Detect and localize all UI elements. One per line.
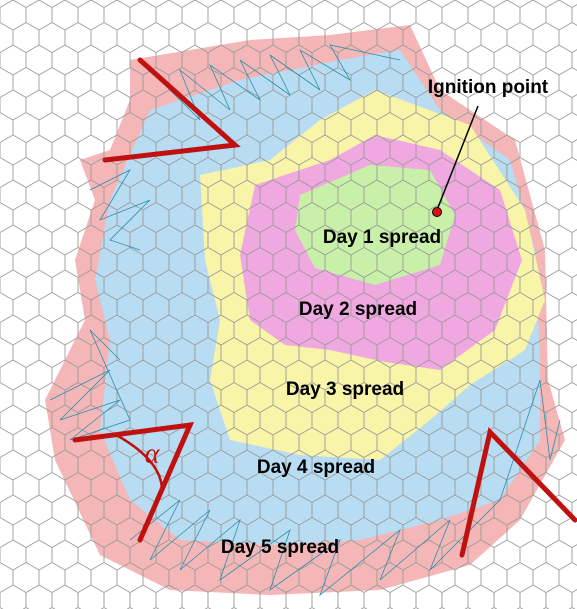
- spread-label: Day 4 spread: [257, 457, 375, 478]
- spread-label: Day 3 spread: [286, 379, 404, 400]
- spread-label: Day 5 spread: [221, 537, 339, 558]
- spread-label: Day 2 spread: [299, 299, 417, 320]
- spread-label: Day 1 spread: [323, 227, 441, 248]
- fire-spread-diagram: α Ignition point Day 1 spread Day 2 spre…: [0, 0, 577, 609]
- ignition-point: [433, 208, 442, 217]
- angle-label: α: [145, 438, 161, 469]
- ignition-label: Ignition point: [428, 77, 549, 98]
